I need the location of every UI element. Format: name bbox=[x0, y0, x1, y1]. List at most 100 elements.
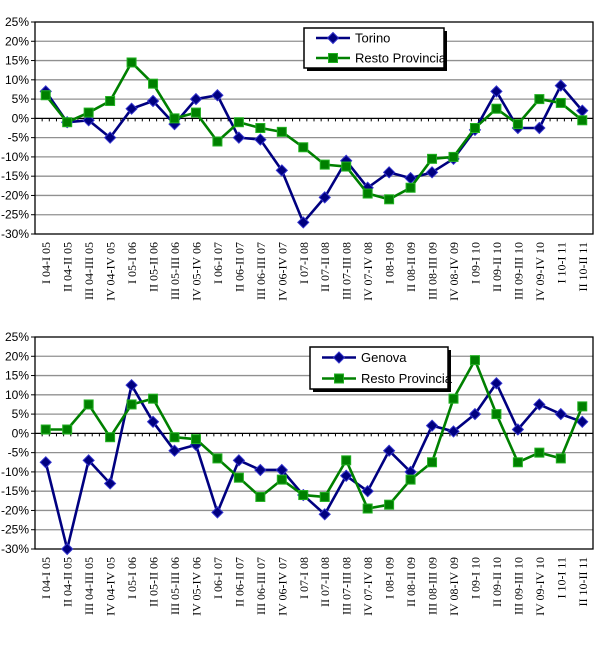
genova-chart-figure: 25% 20% 15% 10% 5% 0% -5% -10% -15% -20% -25% -30% I… bbox=[0, 325, 608, 648]
square-marker bbox=[62, 117, 73, 128]
x-axis-label: II 07-II 08 bbox=[318, 557, 332, 607]
diamond-marker bbox=[125, 102, 138, 115]
y-axis-label: 5% bbox=[12, 92, 30, 106]
square-marker bbox=[233, 117, 244, 128]
y-axis-label: -20% bbox=[1, 503, 29, 517]
square-marker bbox=[427, 153, 438, 164]
square-marker bbox=[341, 455, 352, 466]
x-axis-label: III 04-III 05 bbox=[82, 557, 96, 615]
square-marker bbox=[126, 57, 137, 68]
square-marker bbox=[276, 474, 287, 485]
square-marker bbox=[534, 447, 545, 458]
y-axis-label: -5% bbox=[8, 446, 30, 460]
x-axis-label: II 04-II 05 bbox=[61, 557, 75, 607]
square-marker bbox=[555, 453, 566, 464]
square-marker bbox=[233, 472, 244, 483]
series-resto-provincia-markers bbox=[40, 355, 588, 514]
x-axis-label: I 08-I 09 bbox=[383, 557, 397, 599]
x-axis-label: I 09-I 10 bbox=[468, 242, 482, 284]
legend: Torino Resto Provincia bbox=[303, 27, 447, 71]
y-axis-label: 0% bbox=[12, 111, 30, 125]
x-axis-label: IV 08-IV 09 bbox=[447, 242, 461, 301]
y-axis-label: 25% bbox=[5, 330, 29, 344]
y-axis-label: -25% bbox=[1, 523, 29, 537]
square-marker bbox=[491, 103, 502, 114]
x-axis-label: I 07-I 08 bbox=[297, 242, 311, 284]
x-axis-label: I 04-I 05 bbox=[39, 557, 53, 599]
diamond-marker bbox=[297, 216, 310, 229]
x-axis-label: II 07-II 08 bbox=[318, 242, 332, 292]
series-genova-line bbox=[44, 381, 583, 551]
diamond-marker bbox=[425, 166, 439, 179]
legend-label-resto-provincia: Resto Provincia bbox=[355, 51, 447, 66]
x-axis-label: III 07-III 08 bbox=[340, 242, 354, 300]
square-marker bbox=[190, 107, 201, 118]
y-axis-label: 15% bbox=[5, 369, 29, 383]
diamond-marker bbox=[511, 423, 525, 436]
diamond-marker bbox=[339, 469, 353, 482]
square-marker bbox=[298, 142, 309, 153]
square-marker bbox=[384, 194, 395, 205]
diamond-marker bbox=[318, 508, 331, 521]
x-axis-label: II 06-II 07 bbox=[232, 557, 246, 607]
x-axis-label: IV 04-IV 05 bbox=[104, 242, 118, 301]
square-marker bbox=[40, 90, 51, 101]
square-marker bbox=[276, 126, 287, 137]
x-axis-label: II 05-II 06 bbox=[147, 557, 161, 607]
square-marker bbox=[469, 355, 480, 366]
x-axis-label: II 04-II 05 bbox=[61, 242, 75, 292]
square-marker bbox=[212, 136, 223, 147]
square-marker bbox=[255, 123, 266, 133]
diamond-marker bbox=[332, 351, 346, 364]
square-marker bbox=[40, 424, 51, 435]
y-axis-label: 15% bbox=[5, 54, 29, 68]
y-axis-label: 0% bbox=[12, 426, 30, 440]
diamond-marker bbox=[326, 31, 340, 45]
x-axis-label: I 05-I 06 bbox=[125, 242, 139, 284]
x-axis-label: IV 09-IV 10 bbox=[533, 557, 547, 616]
diamond-marker bbox=[275, 164, 289, 177]
square-marker bbox=[319, 491, 330, 502]
square-marker bbox=[212, 453, 223, 464]
x-axis-label: II 06-II 07 bbox=[232, 242, 246, 292]
diamond-marker bbox=[576, 415, 589, 429]
diamond-marker bbox=[60, 542, 74, 556]
x-axis-label: III 09-III 10 bbox=[511, 557, 525, 615]
square-marker bbox=[255, 491, 266, 502]
square-marker bbox=[83, 107, 94, 118]
square-marker bbox=[512, 119, 523, 130]
square-marker bbox=[405, 182, 416, 193]
plot-border bbox=[34, 336, 594, 550]
y-axis-label: -10% bbox=[1, 465, 29, 479]
diamond-marker bbox=[425, 419, 439, 432]
diamond-marker bbox=[211, 89, 224, 102]
diamond-marker bbox=[103, 477, 117, 490]
diamond-marker bbox=[533, 121, 546, 135]
diamond-marker bbox=[232, 131, 246, 144]
x-axis-label: I 07-I 08 bbox=[297, 557, 311, 599]
diamond-marker bbox=[254, 463, 267, 477]
y-axis-label: -15% bbox=[1, 169, 29, 183]
genova-line-chart: 25% 20% 15% 10% 5% 0% -5% -10% -15% -20% -25% -30% I… bbox=[1, 330, 594, 616]
square-marker bbox=[362, 188, 373, 199]
x-axis-label: IV 06-IV 07 bbox=[275, 242, 289, 301]
diamond-marker bbox=[211, 506, 224, 519]
x-axis-label: I 06-I 07 bbox=[211, 557, 225, 599]
square-marker bbox=[448, 393, 459, 404]
x-axis-label: II 08-II 09 bbox=[404, 242, 418, 292]
y-axis-label: 25% bbox=[5, 15, 29, 29]
x-axis-label: IV 08-IV 09 bbox=[447, 557, 461, 616]
x-axis-label: III 08-III 09 bbox=[426, 242, 440, 300]
diamond-marker bbox=[382, 444, 396, 457]
square-marker bbox=[334, 373, 344, 384]
x-axis-label: I 10-I 11 bbox=[554, 242, 568, 284]
diamond-marker bbox=[232, 454, 246, 467]
x-axis-label: III 07-III 08 bbox=[340, 557, 354, 615]
diamond-marker bbox=[125, 378, 138, 392]
square-marker bbox=[190, 434, 201, 445]
x-axis-label: I 06-I 07 bbox=[211, 242, 225, 284]
legend: Genova Resto Provincia bbox=[309, 346, 453, 392]
x-axis-label: II 08-II 09 bbox=[404, 557, 418, 607]
legend-label-torino: Torino bbox=[355, 31, 390, 46]
square-marker bbox=[555, 97, 566, 108]
